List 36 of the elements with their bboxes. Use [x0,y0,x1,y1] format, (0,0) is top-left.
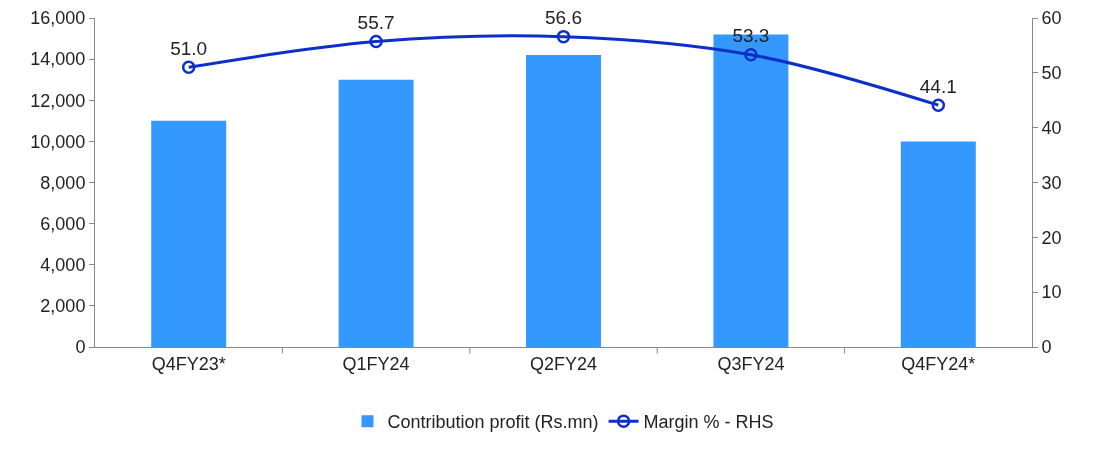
data-label: 56.6 [545,7,582,29]
data-label: 55.7 [357,11,395,33]
y-tick-label: 12,000 [30,90,86,111]
x-tick-label: Q1FY24 [342,353,410,374]
y2-tick-label: 30 [1041,172,1062,193]
y2-tick-label: 40 [1041,117,1062,138]
y2-tick-label: 10 [1041,282,1062,303]
x-tick-label: Q4FY24* [901,353,976,374]
bar [526,55,601,347]
y-tick-label: 0 [75,337,86,358]
data-label: 44.1 [919,75,957,97]
data-label: 51.0 [170,37,208,59]
x-tick-label: Q3FY24 [717,353,785,374]
x-tick-label: Q2FY24 [529,353,598,374]
y-tick-label: 2,000 [40,296,86,317]
y-tick-label: 14,000 [30,49,86,70]
y-tick-label: 16,000 [30,8,86,29]
y-tick-label: 4,000 [40,255,86,276]
point [181,60,196,75]
legend-label: Contribution profit (Rs.mn) [387,412,599,433]
bar [338,79,414,347]
y2-tick-label: 0 [1041,337,1052,358]
point [369,34,383,49]
y-tick-label: 10,000 [30,131,86,152]
y2-tick-label: 50 [1041,63,1062,84]
legend-label: Margin % - RHS [643,412,774,433]
point [744,47,758,62]
point [556,29,571,44]
bar [900,141,976,347]
x-tick-label: Q4FY23* [151,353,226,374]
y-tick-label: 8,000 [40,172,86,193]
y2-tick-label: 20 [1041,227,1062,248]
bar [151,120,227,347]
point [931,98,946,112]
y-tick-label: 6,000 [40,213,86,234]
y2-tick-label: 60 [1041,8,1062,29]
